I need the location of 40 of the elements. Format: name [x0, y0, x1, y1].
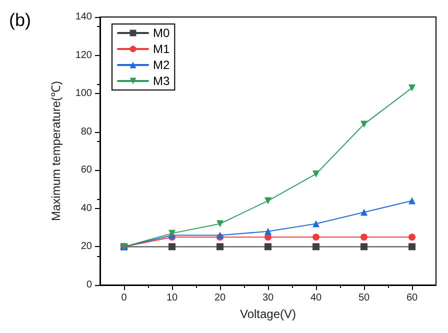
point [312, 243, 320, 250]
point [312, 220, 320, 228]
point [408, 84, 416, 92]
point [168, 243, 176, 250]
x-tick-label: 40 [310, 292, 322, 304]
legend-label: M2 [153, 58, 170, 72]
legend-label: M1 [153, 42, 170, 56]
x-tick-label: 50 [358, 292, 370, 304]
x-tick-label: 10 [166, 292, 178, 304]
x-axis-title: Voltage(V) [240, 306, 296, 321]
y-tick-label: 0 [86, 280, 92, 290]
point [312, 170, 320, 178]
point [360, 208, 368, 216]
y-tick-label: 140 [75, 12, 92, 22]
y-tick-label: 60 [80, 164, 92, 176]
y-tick-label: 120 [75, 50, 92, 61]
x-tick-label: 0 [121, 292, 128, 304]
legend-label: M0 [153, 26, 170, 40]
x-tick-label: 30 [262, 292, 274, 304]
point [360, 120, 368, 128]
point [264, 243, 272, 250]
y-tick-label: 40 [80, 202, 92, 214]
y-tick-label: 20 [80, 241, 92, 252]
point [408, 234, 416, 241]
x-tick-label: 20 [214, 292, 226, 304]
y-tick-label: 100 [75, 88, 92, 100]
point [408, 197, 416, 204]
point [264, 228, 272, 235]
point [360, 234, 368, 241]
y-axis-title: Maximum temperature(℃) [49, 80, 63, 222]
point [216, 220, 224, 228]
point [264, 197, 272, 204]
chart-title: (b) [9, 10, 31, 30]
x-tick-label: 60 [406, 292, 418, 304]
point [216, 243, 224, 250]
point [408, 243, 416, 250]
point [312, 234, 320, 241]
y-tick-label: 80 [80, 126, 92, 138]
legend-label: M3 [153, 74, 170, 88]
point [360, 243, 368, 250]
